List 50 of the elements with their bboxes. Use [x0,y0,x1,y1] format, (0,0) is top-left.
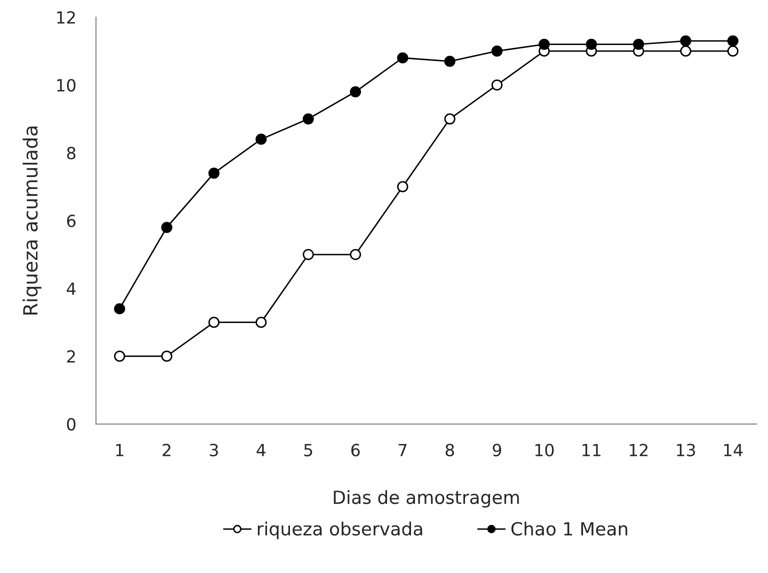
x-tick-label: 4 [256,444,266,456]
x-tick-label: 14 [724,444,743,456]
point [680,35,692,46]
point [538,38,550,50]
y-tick-label: 2 [67,350,75,363]
point [397,181,408,192]
x-tick-label: 11 [582,444,600,456]
point [491,46,503,57]
y-tick-label: 4 [66,282,76,295]
point [161,350,172,362]
x-tick-label: 7 [398,444,407,456]
x-axis-title: Dias de amostragem [334,490,519,508]
point [727,46,738,57]
point [208,316,220,328]
x-tick-label: 2 [162,444,170,456]
point [397,52,408,64]
point [208,168,220,179]
legend-label: Chao 1 Mean [511,522,628,536]
point [302,248,314,260]
y-tick-label: 6 [67,214,76,228]
x-tick-label: 5 [304,444,312,456]
point [114,303,126,314]
y-tick-label: 10 [57,78,76,92]
x-tick-label: 10 [535,444,554,456]
x-tick-label: 8 [446,444,454,456]
point [491,79,503,91]
point [350,248,362,260]
x-tick-label: 9 [492,444,502,456]
point [727,35,738,46]
legend-label: riqueza observada [258,522,422,540]
x-tick-label: 6 [351,444,360,456]
y-axis-title: Riqueza acumulada [22,126,42,315]
point [444,56,456,67]
point [256,316,267,328]
x-tick-label: 3 [210,444,218,456]
x-tick-label: 12 [630,444,648,456]
point [680,46,692,57]
point [256,134,267,145]
x-tick-label: 13 [676,444,695,456]
y-tick-label: 8 [67,146,76,160]
point [444,113,456,124]
point [114,350,126,362]
y-tick-label: 12 [57,11,75,24]
point [302,113,314,124]
point [350,86,362,98]
point [632,38,644,50]
y-tick-label: 0 [67,418,76,431]
point [586,38,597,50]
point [161,222,172,233]
x-tick-label: 1 [116,444,124,456]
